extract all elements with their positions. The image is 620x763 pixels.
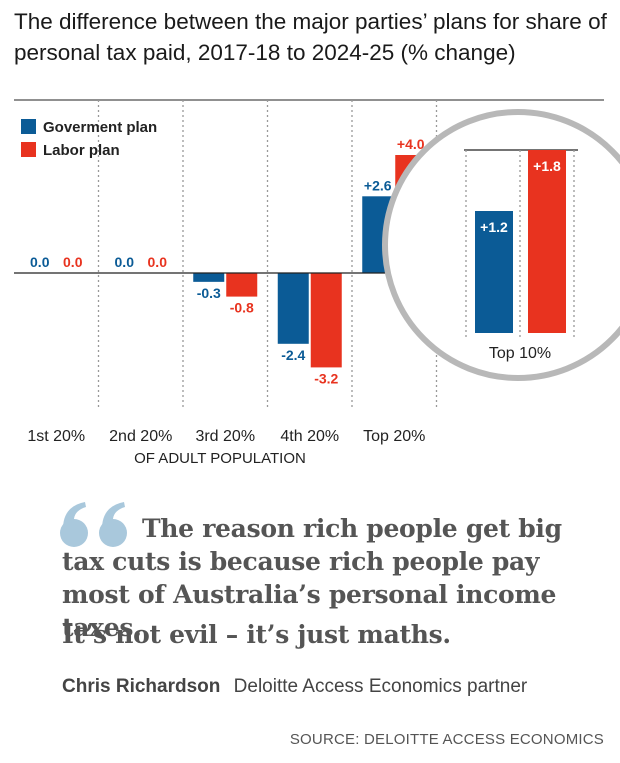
- data-label: +2.6: [364, 177, 392, 193]
- bar-labor: [310, 273, 342, 368]
- chart-title: The difference between the major parties…: [14, 9, 607, 65]
- quote-line-2: It’s not evil – it’s just maths.: [62, 620, 451, 649]
- data-label: -0.3: [197, 285, 221, 301]
- x-axis-label: OF ADULT POPULATION: [134, 450, 306, 467]
- data-label: 0.0: [148, 254, 168, 270]
- bar-labor: [226, 273, 258, 297]
- data-label: -2.4: [281, 347, 305, 363]
- legend-label: Labor plan: [43, 142, 120, 159]
- bar-government: [193, 273, 225, 282]
- data-label: 0.0: [30, 254, 50, 270]
- inset-data-label: +1.8: [533, 158, 561, 174]
- data-label: -0.8: [230, 300, 254, 316]
- data-label: -3.2: [314, 370, 338, 386]
- legend-swatch: [21, 119, 36, 134]
- legend-swatch: [21, 142, 36, 157]
- inset-bar-government: [475, 211, 513, 333]
- x-tick-label: 3rd 20%: [195, 428, 255, 445]
- x-tick-label: 4th 20%: [280, 428, 339, 445]
- data-label: +4.0: [397, 136, 425, 152]
- data-label: 0.0: [115, 254, 135, 270]
- chart-area: 0.0 0.0 1st 20% 0.0 0.0 2nd 20% -0.3 -0.8 3rd 20…: [14, 99, 620, 445]
- x-tick-label: 2nd 20%: [109, 428, 172, 445]
- attribution: Chris Richardson Deloitte Access Economi…: [62, 676, 527, 698]
- inset-data-label: +1.2: [480, 219, 508, 235]
- data-label: 0.0: [63, 254, 83, 270]
- inset-tick-label: Top 10%: [489, 345, 551, 362]
- attribution-role: Deloitte Access Economics partner: [233, 676, 528, 697]
- x-tick-label: 1st 20%: [27, 428, 85, 445]
- source-note: SOURCE: DELOITTE ACCESS ECONOMICS: [289, 731, 604, 748]
- x-tick-label: Top 20%: [363, 428, 425, 445]
- quote-line-1: The reason rich people get big tax cuts …: [62, 514, 562, 642]
- quote-mark-icon: [60, 502, 127, 547]
- bar-government: [277, 273, 309, 344]
- attribution-name: Chris Richardson: [62, 676, 221, 697]
- inset-bar-labor: [528, 150, 566, 333]
- quote-text: The reason rich people get big tax cuts …: [62, 512, 592, 644]
- legend-label: Goverment plan: [43, 119, 157, 136]
